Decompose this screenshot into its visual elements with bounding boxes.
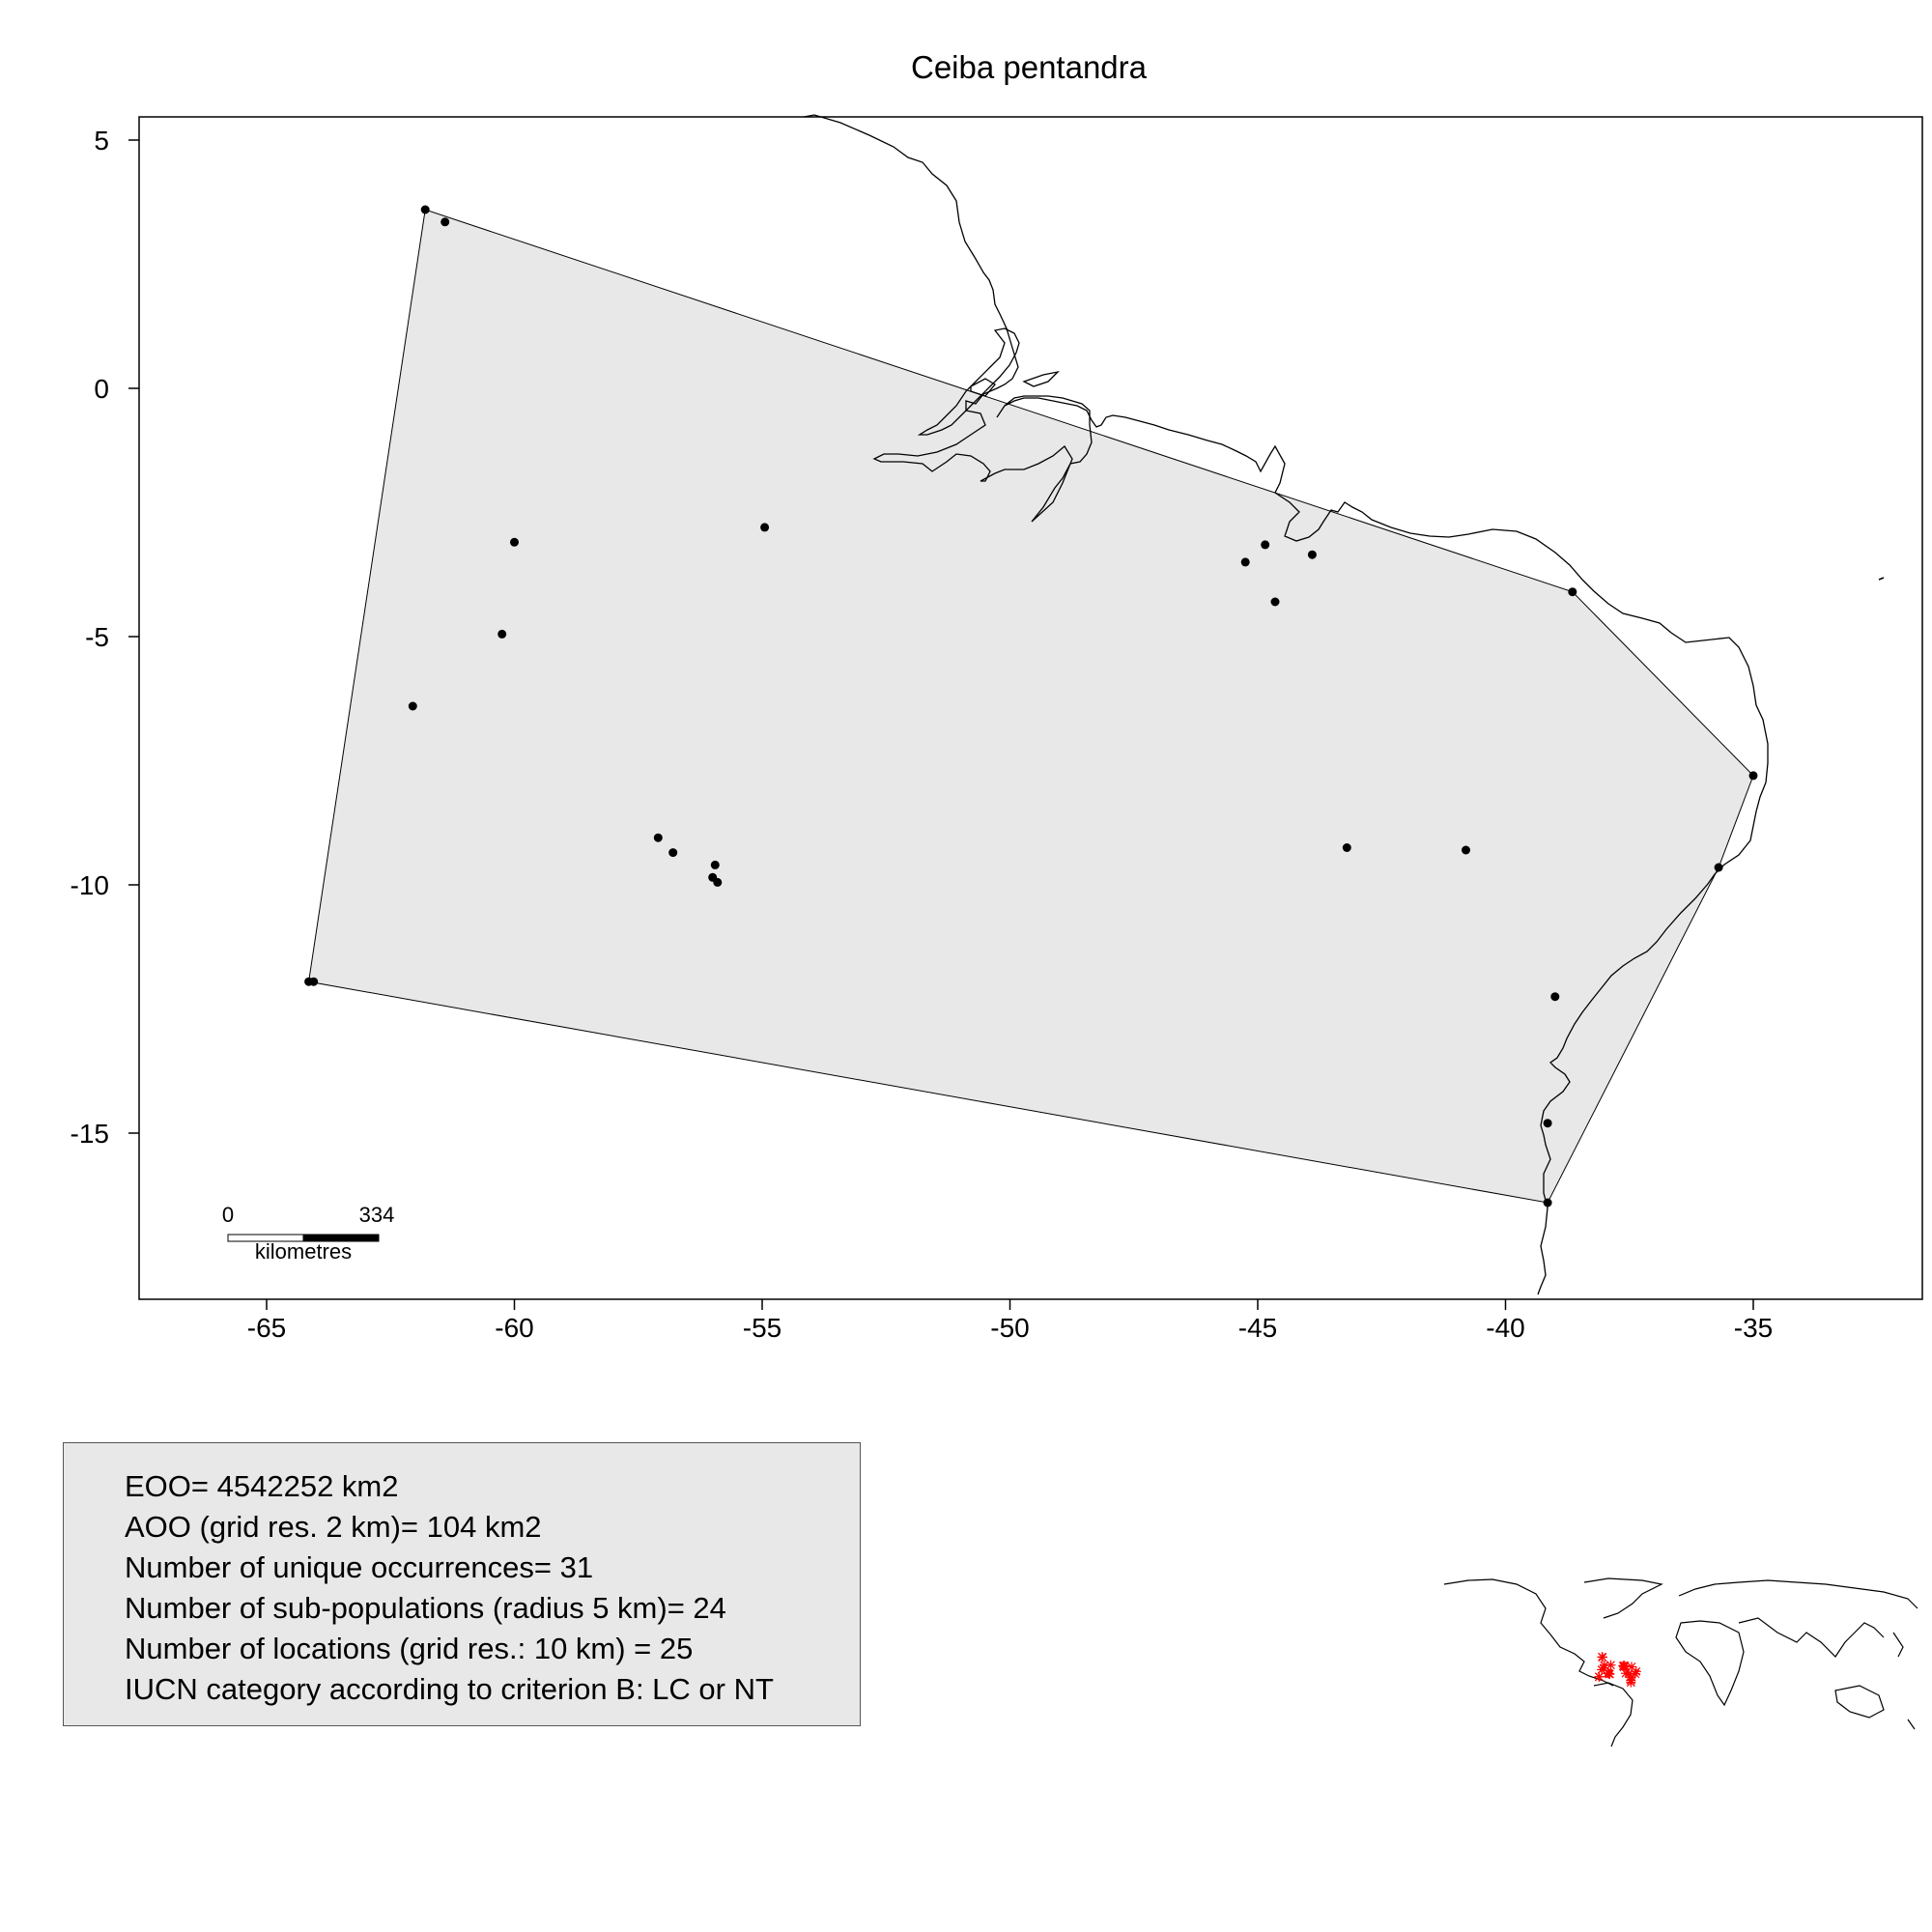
occurrence-point: [668, 848, 678, 858]
statistics-panel: EOO= 4542252 km2 AOO (grid res. 2 km)= 1…: [63, 1442, 861, 1726]
extent-of-occurrence-hull: [308, 209, 1754, 1204]
plot-frame: [138, 116, 1923, 1300]
inset-occurrence-markers: [1594, 1652, 1641, 1688]
occurrence-point: [309, 977, 319, 986]
inset-occurrence-marker: [1626, 1677, 1636, 1688]
y-tick-label: -10: [71, 870, 109, 900]
scale-bar-unit-label: kilometres: [255, 1239, 352, 1264]
occurrence-point: [1568, 587, 1577, 597]
x-tick-label: -45: [1238, 1313, 1277, 1343]
eoo-text: EOO= 4542252 km2: [125, 1469, 399, 1503]
x-tick-label: -65: [247, 1313, 286, 1343]
iucn-category-text: IUCN category according to criterion B: …: [125, 1672, 774, 1706]
occurrence-point: [1462, 845, 1470, 855]
y-axis: 5 0 -5 -10 -15: [71, 126, 139, 1149]
occurrence-point: [1748, 771, 1758, 781]
occurrence-point: [1307, 550, 1317, 559]
occurrence-point: [1714, 863, 1723, 872]
inset-occurrence-marker: [1594, 1671, 1605, 1682]
x-axis: -65 -60 -55 -50 -45 -40 -35: [247, 1299, 1773, 1343]
coastline-amazon-islands: [917, 327, 1060, 436]
occurrence-point: [1543, 1198, 1552, 1208]
scale-bar-black-segment: [302, 1234, 380, 1242]
occurrence-point: [653, 833, 663, 842]
y-tick-label: 5: [94, 126, 109, 156]
x-tick-label: -60: [495, 1313, 533, 1343]
occurrence-point: [440, 217, 450, 227]
occurrence-point: [710, 860, 720, 869]
scale-bar: 0 334 kilometres: [222, 1203, 394, 1264]
occurrence-point: [713, 877, 723, 887]
occurrence-point: [1342, 843, 1351, 852]
world-inset-map: [1443, 1575, 1918, 1753]
occurrence-point: [1543, 1119, 1552, 1128]
map-title: Ceiba pentandra: [911, 49, 1148, 85]
occurrence-point: [408, 701, 417, 711]
coastline: [803, 114, 1769, 1295]
inset-occurrence-marker: [1605, 1668, 1615, 1679]
occurrence-point: [1261, 540, 1270, 550]
occurrence-point: [1270, 597, 1280, 607]
y-tick-label: -15: [71, 1119, 109, 1149]
occurrence-points: [304, 205, 1758, 1208]
coastline-atlantic-islet: [1878, 577, 1885, 581]
x-tick-label: -55: [743, 1313, 781, 1343]
y-tick-label: 0: [94, 374, 109, 404]
y-tick-label: -5: [85, 622, 109, 652]
x-tick-label: -40: [1486, 1313, 1524, 1343]
occurrence-point: [497, 629, 507, 639]
occurrence-point: [420, 205, 430, 214]
occurrence-point: [1240, 557, 1250, 567]
occurrence-point: [760, 523, 770, 532]
sub-populations-text: Number of sub-populations (radius 5 km)=…: [125, 1591, 726, 1625]
inset-world-landmasses: [1443, 1577, 1918, 1747]
locations-text: Number of locations (grid res.: 10 km) =…: [125, 1632, 694, 1665]
inset-occurrence-marker: [1597, 1652, 1607, 1662]
scale-bar-end-label: 334: [359, 1203, 395, 1227]
occurrence-point: [510, 537, 519, 547]
x-tick-label: -35: [1734, 1313, 1773, 1343]
aoo-text: AOO (grid res. 2 km)= 104 km2: [125, 1510, 542, 1544]
inset-occurrence-marker: [1605, 1660, 1616, 1670]
scale-bar-start-label: 0: [222, 1203, 234, 1227]
occurrence-point: [1550, 992, 1560, 1002]
unique-occurrences-text: Number of unique occurrences= 31: [125, 1550, 594, 1584]
x-tick-label: -50: [990, 1313, 1029, 1343]
